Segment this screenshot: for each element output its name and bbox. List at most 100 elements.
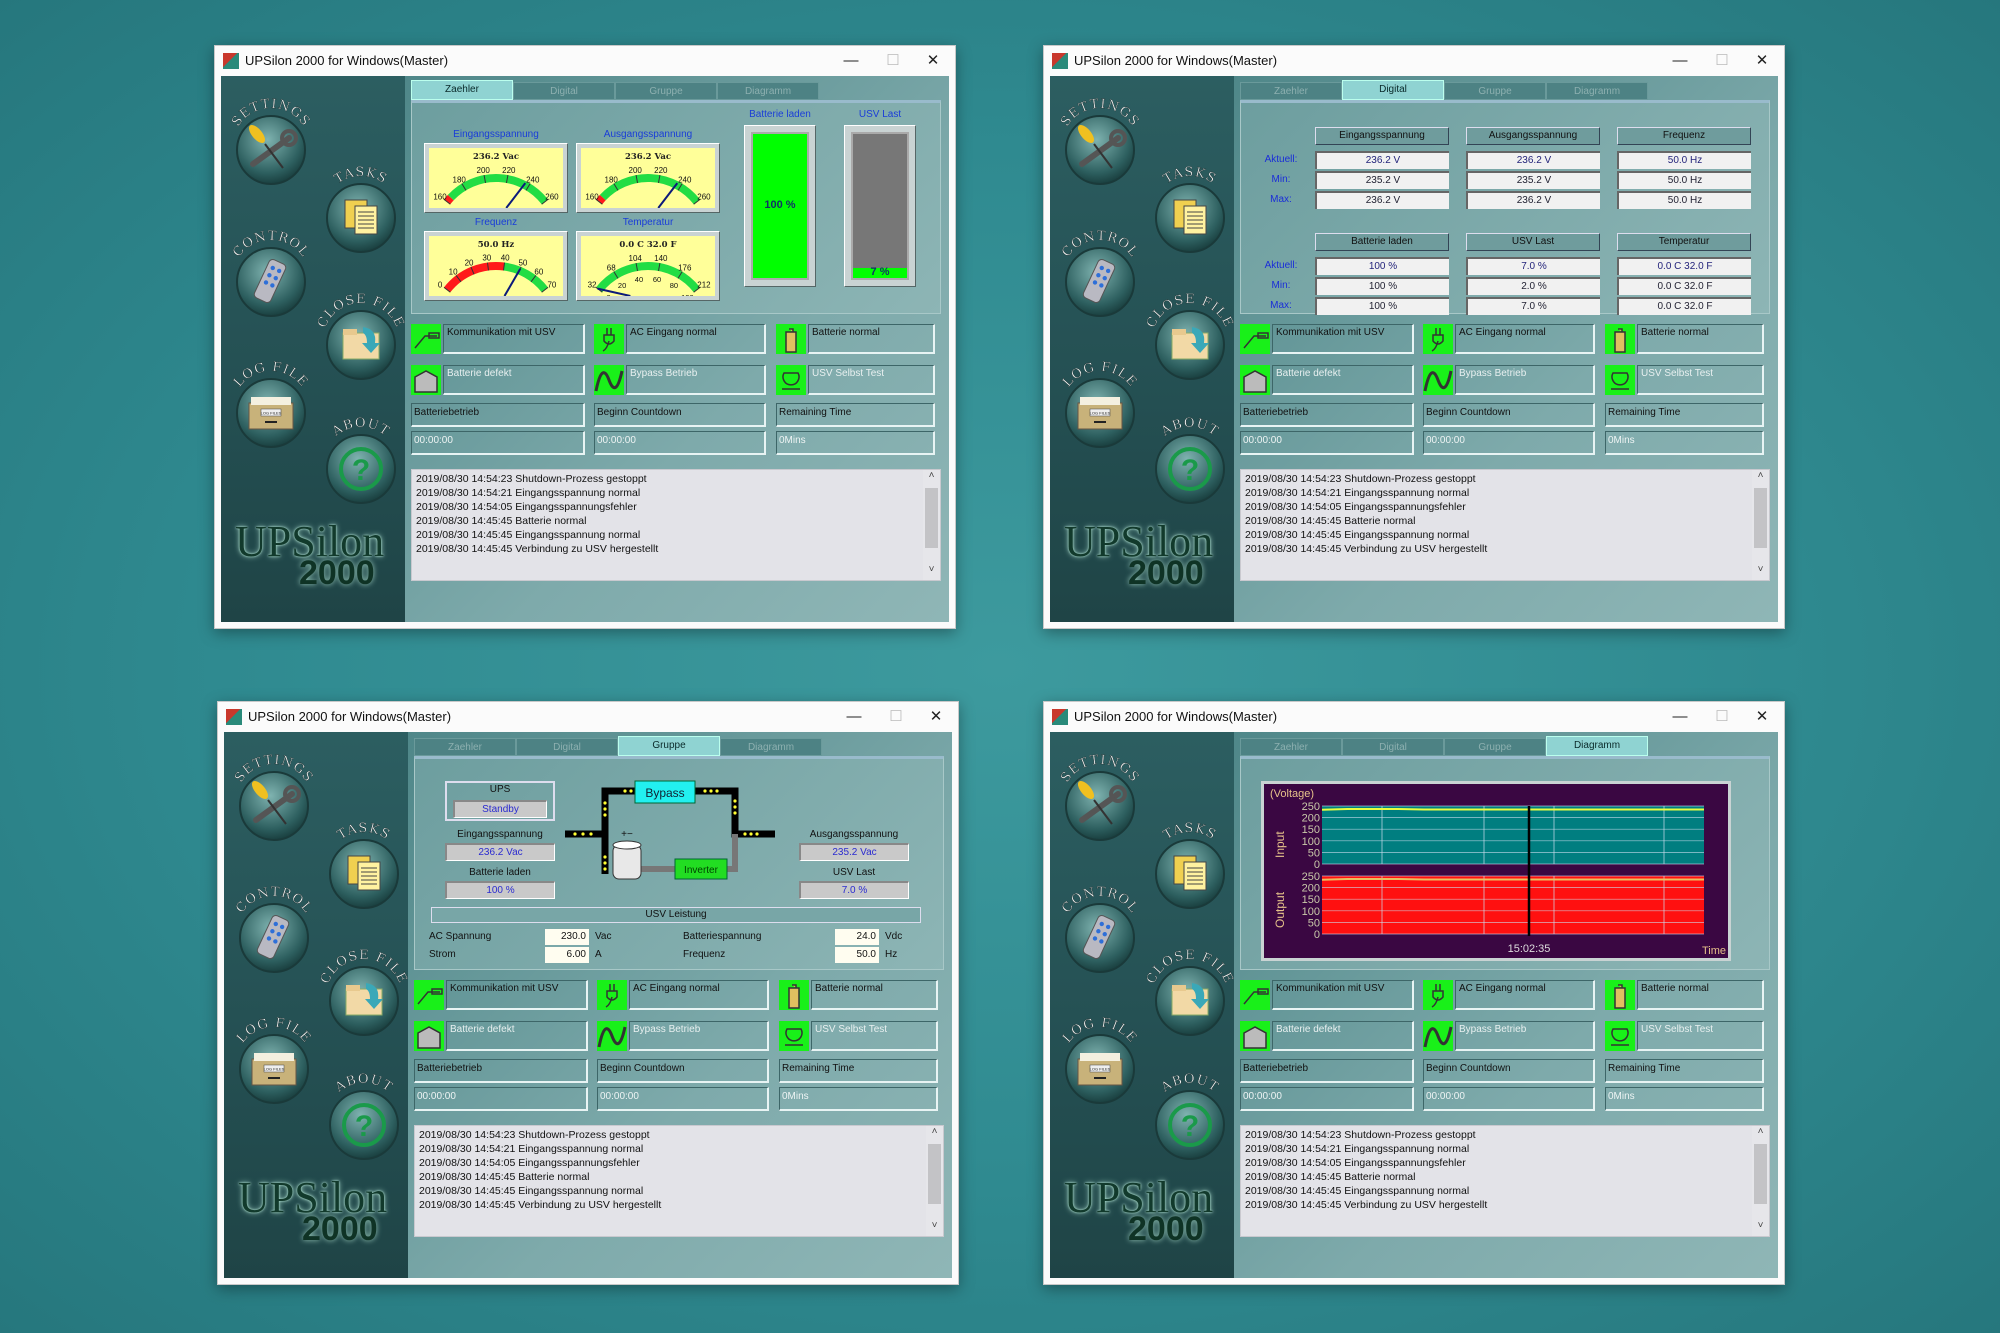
tab-gruppe[interactable]: Gruppe: [615, 82, 717, 100]
arrow-icon: [365, 983, 383, 1009]
window-body: SETTINGS TASKS CONTROL CLOSE FILE LOG FILES L…: [1050, 732, 1778, 1278]
chart-y-tick-label: 250: [1302, 871, 1320, 883]
wrench-screwdriver-icon: [1077, 780, 1127, 825]
scroll-down-button[interactable]: ˅: [928, 564, 935, 575]
sidebar-button-log-file[interactable]: LOG FILES LOG FILE: [224, 1013, 324, 1113]
sidebar-button-close-file[interactable]: CLOSE FILE: [311, 289, 411, 389]
tab-zaehler[interactable]: Zaehler: [1240, 82, 1342, 100]
sidebar-button-tasks[interactable]: TASKS: [311, 162, 411, 262]
sidebar-button-control[interactable]: CONTROL: [221, 226, 321, 326]
tab-gruppe[interactable]: Gruppe: [618, 736, 720, 756]
tab-diagramm[interactable]: Diagramm: [717, 82, 819, 100]
minimize-button[interactable]: —: [1672, 708, 1688, 725]
scroll-down-button[interactable]: ˅: [1757, 564, 1764, 575]
screwdriver-shaft: [1093, 799, 1113, 825]
rating-value[interactable]: 50.0: [835, 947, 879, 963]
log-scrollbar[interactable]: ˄ ˅: [1752, 1126, 1769, 1236]
log-scrollbar[interactable]: ˄ ˅: [923, 470, 940, 580]
sidebar-button-control[interactable]: CONTROL: [1050, 882, 1150, 982]
logo-name: UPSilon: [238, 1173, 388, 1222]
minimize-button[interactable]: —: [1672, 52, 1688, 69]
log-scrollbar[interactable]: ˄ ˅: [926, 1126, 943, 1236]
tab-zaehler[interactable]: Zaehler: [411, 80, 513, 100]
maximize-button[interactable]: ☐: [1715, 52, 1729, 69]
close-button[interactable]: ✕: [926, 52, 940, 69]
sidebar-button-close-file[interactable]: CLOSE FILE: [314, 945, 414, 1045]
status-label: Batterie defekt: [1272, 365, 1414, 395]
event-log[interactable]: 2019/08/30 14:54:23 Shutdown-Prozess ges…: [1240, 469, 1770, 581]
status-label: Bypass Betrieb: [629, 1021, 769, 1051]
status-icon-glyph: [1243, 332, 1269, 349]
scroll-up-button[interactable]: ˄: [931, 1126, 938, 1137]
event-log[interactable]: 2019/08/30 14:54:23 Shutdown-Prozess ges…: [414, 1125, 944, 1237]
tab-digital[interactable]: Digital: [516, 738, 618, 756]
scroll-thumb[interactable]: [1754, 1144, 1767, 1204]
tab-diagramm[interactable]: Diagramm: [1546, 736, 1648, 756]
sidebar-button-about[interactable]: ? ABOUT: [314, 1069, 414, 1169]
tab-zaehler[interactable]: Zaehler: [1240, 738, 1342, 756]
minimize-button[interactable]: —: [846, 708, 862, 725]
tab-bar: Zaehler Digital Gruppe Diagramm: [414, 736, 944, 756]
sidebar-button-tasks[interactable]: TASKS: [1140, 818, 1240, 918]
scroll-down-button[interactable]: ˅: [931, 1220, 938, 1231]
sidebar-button-settings[interactable]: SETTINGS: [224, 750, 324, 850]
sidebar-button-tasks[interactable]: TASKS: [314, 818, 414, 918]
tab-digital[interactable]: Digital: [513, 82, 615, 100]
sidebar-button-about[interactable]: ? ABOUT: [1140, 413, 1240, 513]
sidebar-button-close-file[interactable]: CLOSE FILE: [1140, 945, 1240, 1045]
sidebar-button-settings[interactable]: SETTINGS: [221, 94, 321, 194]
sidebar-button-control[interactable]: CONTROL: [1050, 226, 1150, 326]
scroll-thumb[interactable]: [1754, 488, 1767, 548]
log-scrollbar[interactable]: ˄ ˅: [1752, 470, 1769, 580]
sidebar-button-about[interactable]: ? ABOUT: [311, 413, 411, 513]
sidebar-button-about[interactable]: ? ABOUT: [1140, 1069, 1240, 1169]
sidebar-button-log-file[interactable]: LOG FILES LOG FILE: [221, 357, 321, 457]
battery-icon: [785, 328, 797, 353]
scroll-thumb[interactable]: [925, 488, 938, 548]
close-button[interactable]: ✕: [1755, 52, 1769, 69]
tab-diagramm[interactable]: Diagramm: [720, 738, 822, 756]
documents-icon: [347, 855, 381, 891]
gauge-tick: [470, 266, 475, 275]
sidebar-button-log-file[interactable]: LOG FILES LOG FILE: [1050, 357, 1150, 457]
maximize-button[interactable]: ☐: [1715, 708, 1729, 725]
chart-ylabel: (Voltage): [1270, 788, 1314, 800]
maximize-button[interactable]: ☐: [889, 708, 903, 725]
digital-row-label: Max:: [1270, 194, 1292, 205]
tab-digital[interactable]: Digital: [1342, 80, 1444, 100]
sidebar-button-log-file[interactable]: LOG FILES LOG FILE: [1050, 1013, 1150, 1113]
serial-cable-icon: [414, 332, 440, 349]
rating-value[interactable]: 230.0: [545, 929, 589, 945]
sidebar-button-close-file[interactable]: CLOSE FILE: [1140, 289, 1240, 389]
tab-gruppe[interactable]: Gruppe: [1444, 738, 1546, 756]
sidebar-button-settings[interactable]: SETTINGS: [1050, 94, 1150, 194]
tab-digital[interactable]: Digital: [1342, 738, 1444, 756]
logo-name: UPSilon: [235, 517, 385, 566]
scroll-up-button[interactable]: ˄: [928, 470, 935, 481]
close-button[interactable]: ✕: [1755, 708, 1769, 725]
sidebar-button-tasks[interactable]: TASKS: [1140, 162, 1240, 262]
digital-header: Eingangsspannung: [1315, 127, 1449, 145]
rating-value[interactable]: 24.0: [835, 929, 879, 945]
minimize-button[interactable]: —: [843, 52, 859, 69]
scroll-thumb[interactable]: [928, 1144, 941, 1204]
rating-value[interactable]: 6.00: [545, 947, 589, 963]
close-button[interactable]: ✕: [929, 708, 943, 725]
tab-gruppe[interactable]: Gruppe: [1444, 82, 1546, 100]
sidebar-button-control[interactable]: CONTROL: [224, 882, 324, 982]
status-icon-glyph: [1423, 1026, 1453, 1048]
status-indicator: Batterie defekt: [411, 365, 585, 395]
sidebar-button-settings[interactable]: SETTINGS: [1050, 750, 1150, 850]
scroll-up-button[interactable]: ˄: [1757, 1126, 1764, 1137]
event-log[interactable]: 2019/08/30 14:54:23 Shutdown-Prozess ges…: [1240, 1125, 1770, 1237]
tab-zaehler[interactable]: Zaehler: [414, 738, 516, 756]
status-label: Batterie defekt: [443, 365, 585, 395]
tab-diagramm[interactable]: Diagramm: [1546, 82, 1648, 100]
event-log[interactable]: 2019/08/30 14:54:23 Shutdown-Prozess ges…: [411, 469, 941, 581]
status-label: AC Eingang normal: [1455, 324, 1595, 354]
maximize-button[interactable]: ☐: [886, 52, 900, 69]
scroll-up-button[interactable]: ˄: [1757, 470, 1764, 481]
scroll-down-button[interactable]: ˅: [1757, 1220, 1764, 1231]
chart-y-tick-label: 0: [1314, 859, 1320, 871]
power-flow-dot: [755, 832, 759, 836]
